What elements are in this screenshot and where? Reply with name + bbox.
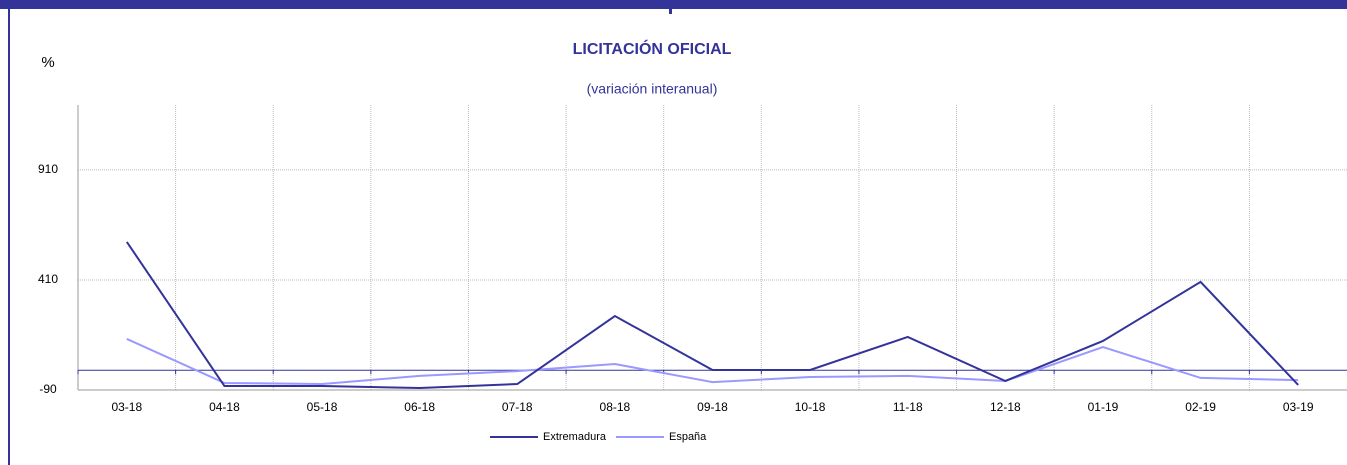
- x-tick-label: 02-19: [1185, 400, 1216, 414]
- x-tick-label: 04-18: [209, 400, 240, 414]
- x-tick-label: 12-18: [990, 400, 1021, 414]
- chart-title: LICITACIÓN OFICIAL: [573, 39, 732, 58]
- series-line: [125, 241, 1299, 390]
- top-border: [0, 0, 1347, 9]
- x-tick-label: 07-18: [502, 400, 533, 414]
- y-tick-label: 910: [38, 162, 58, 176]
- left-border: [8, 0, 10, 465]
- x-tick-label: 08-18: [600, 400, 631, 414]
- y-tick-label: 410: [38, 272, 58, 286]
- x-tick-label: 06-18: [404, 400, 435, 414]
- legend-label: Extremadura: [543, 431, 607, 443]
- x-tick-label: 10-18: [795, 400, 826, 414]
- legend-label: España: [669, 431, 707, 443]
- x-tick-label: 03-19: [1283, 400, 1314, 414]
- x-tick-label: 03-18: [111, 400, 142, 414]
- chart-subtitle: (variación interanual): [587, 81, 718, 97]
- x-tick-label: 09-18: [697, 400, 728, 414]
- y-tick-label: -90: [39, 382, 57, 396]
- y-axis-label: %: [41, 54, 54, 71]
- divider: [669, 0, 672, 14]
- x-tick-label: 05-18: [307, 400, 338, 414]
- x-tick-label: 01-19: [1088, 400, 1119, 414]
- x-tick-label: 11-18: [893, 400, 923, 414]
- series-line: [126, 338, 1299, 386]
